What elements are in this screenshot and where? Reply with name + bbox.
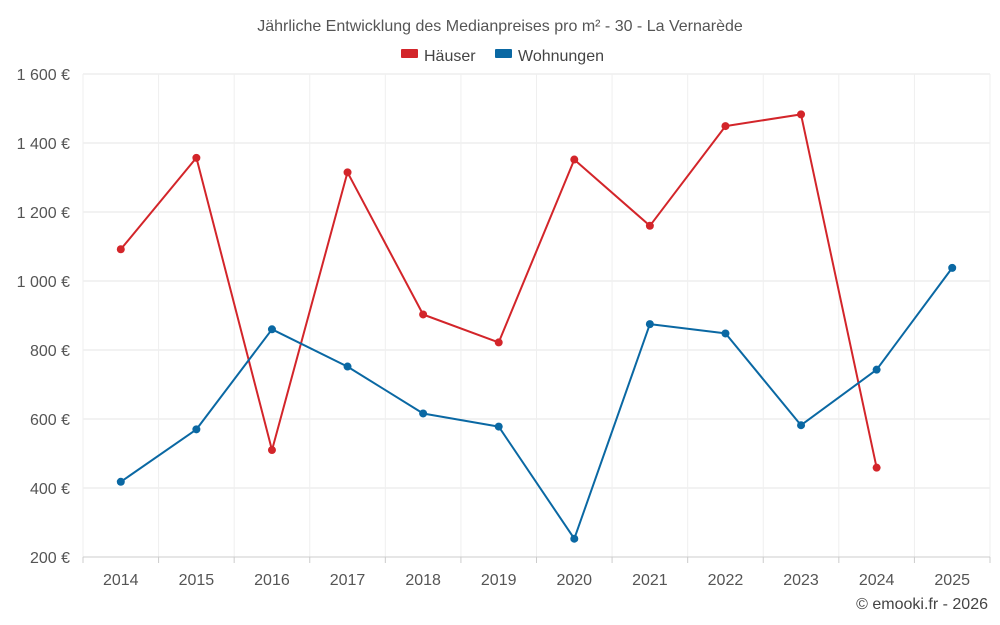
legend-swatch-1 <box>495 49 512 58</box>
series-0 <box>116 110 881 472</box>
x-tick-label-2015: 2015 <box>179 572 215 589</box>
x-tick-label-2025: 2025 <box>934 572 970 589</box>
y-tick-label-6: 1 400 € <box>17 136 70 153</box>
legend: Häuser Wohnungen <box>401 48 604 65</box>
y-axis-ticks: 200 € 400 € 600 € 800 € 1 000 € 1 200 € 1 400 … <box>17 67 70 567</box>
x-axis-ticks: 2014 2015 2016 2017 2018 2019 2020 2021 2022 2023… <box>103 572 970 589</box>
legend-swatch-0 <box>401 49 418 58</box>
y-tick-label-2: 600 € <box>30 412 70 429</box>
y-tick-label-4: 1 000 € <box>17 274 70 291</box>
data-point-1-2017[interactable] <box>343 362 352 371</box>
data-point-1-2022[interactable] <box>721 329 730 338</box>
data-point-1-2018[interactable] <box>419 409 428 418</box>
series-layer <box>116 110 957 543</box>
x-tick-label-2016: 2016 <box>254 572 290 589</box>
y-tick-label-3: 800 € <box>30 343 70 360</box>
x-tick-label-2021: 2021 <box>632 572 668 589</box>
y-tick-label-7: 1 600 € <box>17 67 70 84</box>
grid <box>82 73 991 558</box>
x-tick-label-2014: 2014 <box>103 572 139 589</box>
x-tick-label-2022: 2022 <box>708 572 744 589</box>
data-point-0-2024[interactable] <box>872 463 881 472</box>
data-point-1-2024[interactable] <box>872 365 881 374</box>
x-tick-label-2024: 2024 <box>859 572 895 589</box>
data-point-1-2014[interactable] <box>116 477 125 486</box>
data-point-0-2016[interactable] <box>267 446 276 455</box>
data-point-0-2019[interactable] <box>494 338 503 347</box>
data-point-0-2020[interactable] <box>570 155 579 164</box>
data-point-1-2020[interactable] <box>570 534 579 543</box>
data-point-1-2023[interactable] <box>797 421 806 430</box>
data-point-0-2021[interactable] <box>645 221 654 230</box>
data-point-0-2014[interactable] <box>116 245 125 254</box>
y-tick-label-0: 200 € <box>30 550 70 567</box>
data-point-1-2025[interactable] <box>948 263 957 272</box>
data-point-1-2016[interactable] <box>267 325 276 334</box>
axes <box>82 556 991 563</box>
series-1 <box>116 263 957 543</box>
legend-item-1[interactable]: Wohnungen <box>495 48 604 65</box>
y-tick-label-1: 400 € <box>30 481 70 498</box>
data-point-1-2019[interactable] <box>494 422 503 431</box>
legend-item-0[interactable]: Häuser <box>401 48 476 65</box>
legend-label-1: Wohnungen <box>518 48 604 65</box>
data-point-0-2018[interactable] <box>419 310 428 319</box>
x-tick-label-2018: 2018 <box>405 572 441 589</box>
x-tick-label-2023: 2023 <box>783 572 819 589</box>
series-line-1 <box>120 267 954 540</box>
x-tick-label-2017: 2017 <box>330 572 366 589</box>
data-point-0-2023[interactable] <box>797 110 806 119</box>
chart-title: Jährliche Entwicklung des Medianpreises … <box>257 18 743 35</box>
credit-text: © emooki.fr - 2026 <box>856 596 988 613</box>
data-point-0-2017[interactable] <box>343 168 352 177</box>
data-point-1-2015[interactable] <box>192 425 201 434</box>
x-tick-label-2019: 2019 <box>481 572 517 589</box>
data-point-1-2021[interactable] <box>645 320 654 329</box>
data-point-0-2022[interactable] <box>721 122 730 131</box>
x-tick-label-2020: 2020 <box>556 572 592 589</box>
legend-label-0: Häuser <box>424 48 476 65</box>
data-point-0-2015[interactable] <box>192 153 201 162</box>
y-tick-label-5: 1 200 € <box>17 205 70 222</box>
